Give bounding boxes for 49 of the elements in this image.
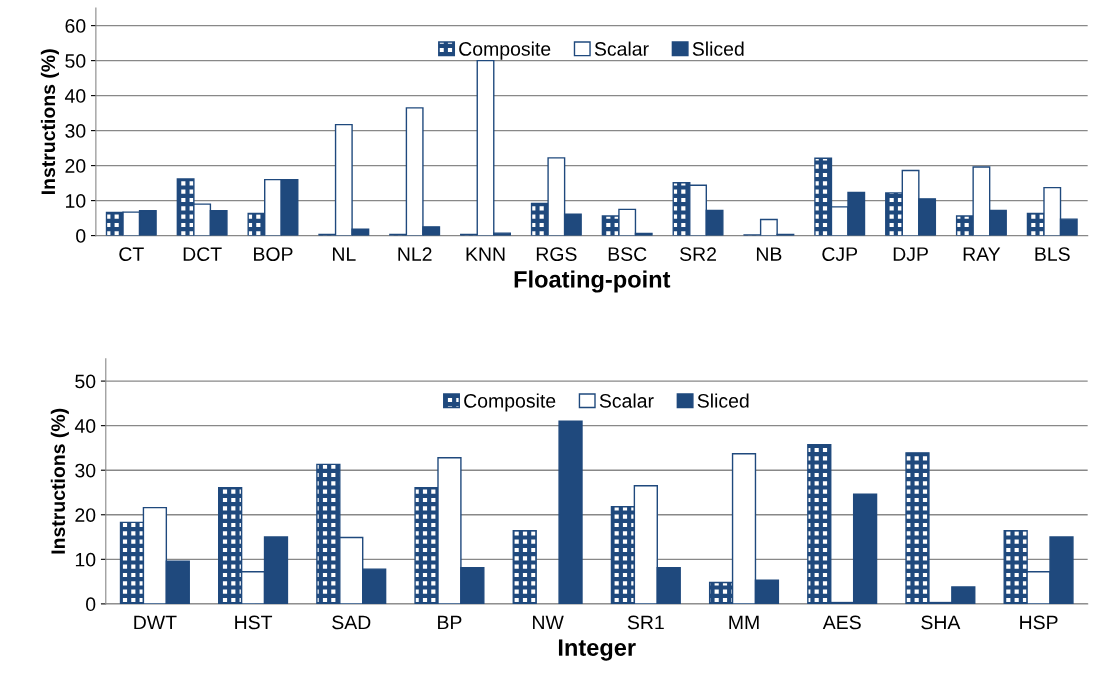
y-tick-label: 40 bbox=[64, 89, 86, 103]
y-tick-label: 0 bbox=[86, 597, 96, 612]
bar bbox=[558, 420, 583, 604]
x-tick-label: SAD bbox=[332, 615, 371, 630]
x-axis-title: Floating-point bbox=[514, 270, 671, 293]
x-tick-label: BLS bbox=[1035, 247, 1070, 261]
y-tick-label: 20 bbox=[65, 159, 86, 173]
x-tick-label: CT bbox=[119, 247, 144, 261]
x-tick-label: CJP bbox=[822, 247, 858, 261]
legend-label: Sliced bbox=[692, 41, 744, 56]
x-tick-label: NL bbox=[332, 247, 356, 261]
legend-label: Scalar bbox=[594, 41, 649, 56]
y-tick-label: 50 bbox=[75, 374, 96, 389]
legend-label: Scalar bbox=[599, 393, 654, 408]
y-tick-label: 40 bbox=[74, 419, 96, 433]
y-axis-title: Instructions (%) bbox=[50, 408, 69, 554]
y-tick-label: 30 bbox=[75, 463, 96, 478]
x-tick-label: DWT bbox=[134, 615, 177, 630]
y-axis-title: Instructions (%) bbox=[40, 49, 59, 195]
y-tick-label: 0 bbox=[76, 229, 86, 243]
x-tick-label: AES bbox=[822, 615, 861, 630]
y-tick-label: 60 bbox=[65, 19, 86, 33]
x-tick-label: HST bbox=[235, 615, 273, 630]
x-tick-label: MM bbox=[729, 615, 759, 630]
y-tick-label: 50 bbox=[65, 54, 86, 68]
x-axis-title: Integer bbox=[558, 639, 636, 661]
x-tick-label: NB bbox=[756, 247, 782, 261]
y-tick-label: 20 bbox=[75, 508, 96, 522]
x-tick-label: BP bbox=[438, 615, 462, 630]
x-tick-label: NL2 bbox=[398, 247, 432, 261]
x-tick-label: BSC bbox=[608, 247, 647, 261]
legend-label: Composite bbox=[459, 41, 551, 60]
y-tick-label: 10 bbox=[66, 194, 86, 208]
x-tick-label: SHA bbox=[921, 615, 961, 630]
x-tick-label: HSP bbox=[1020, 615, 1058, 630]
x-tick-label: NW bbox=[533, 615, 564, 630]
x-tick-label: RGS bbox=[536, 247, 577, 261]
x-tick-label: RAY bbox=[963, 247, 1001, 261]
x-tick-label: DCT bbox=[183, 247, 222, 261]
x-tick-label: BOP bbox=[254, 247, 293, 261]
y-tick-label: 10 bbox=[75, 552, 96, 567]
legend-label: Composite bbox=[464, 393, 556, 412]
bar bbox=[512, 530, 537, 604]
x-tick-label: DJP bbox=[893, 247, 928, 261]
x-tick-label: SR1 bbox=[627, 615, 664, 630]
y-tick-label: 30 bbox=[65, 124, 86, 138]
x-tick-label: KNN bbox=[466, 247, 505, 261]
x-tick-label: SR2 bbox=[680, 247, 716, 261]
legend-label: Sliced bbox=[697, 393, 749, 408]
